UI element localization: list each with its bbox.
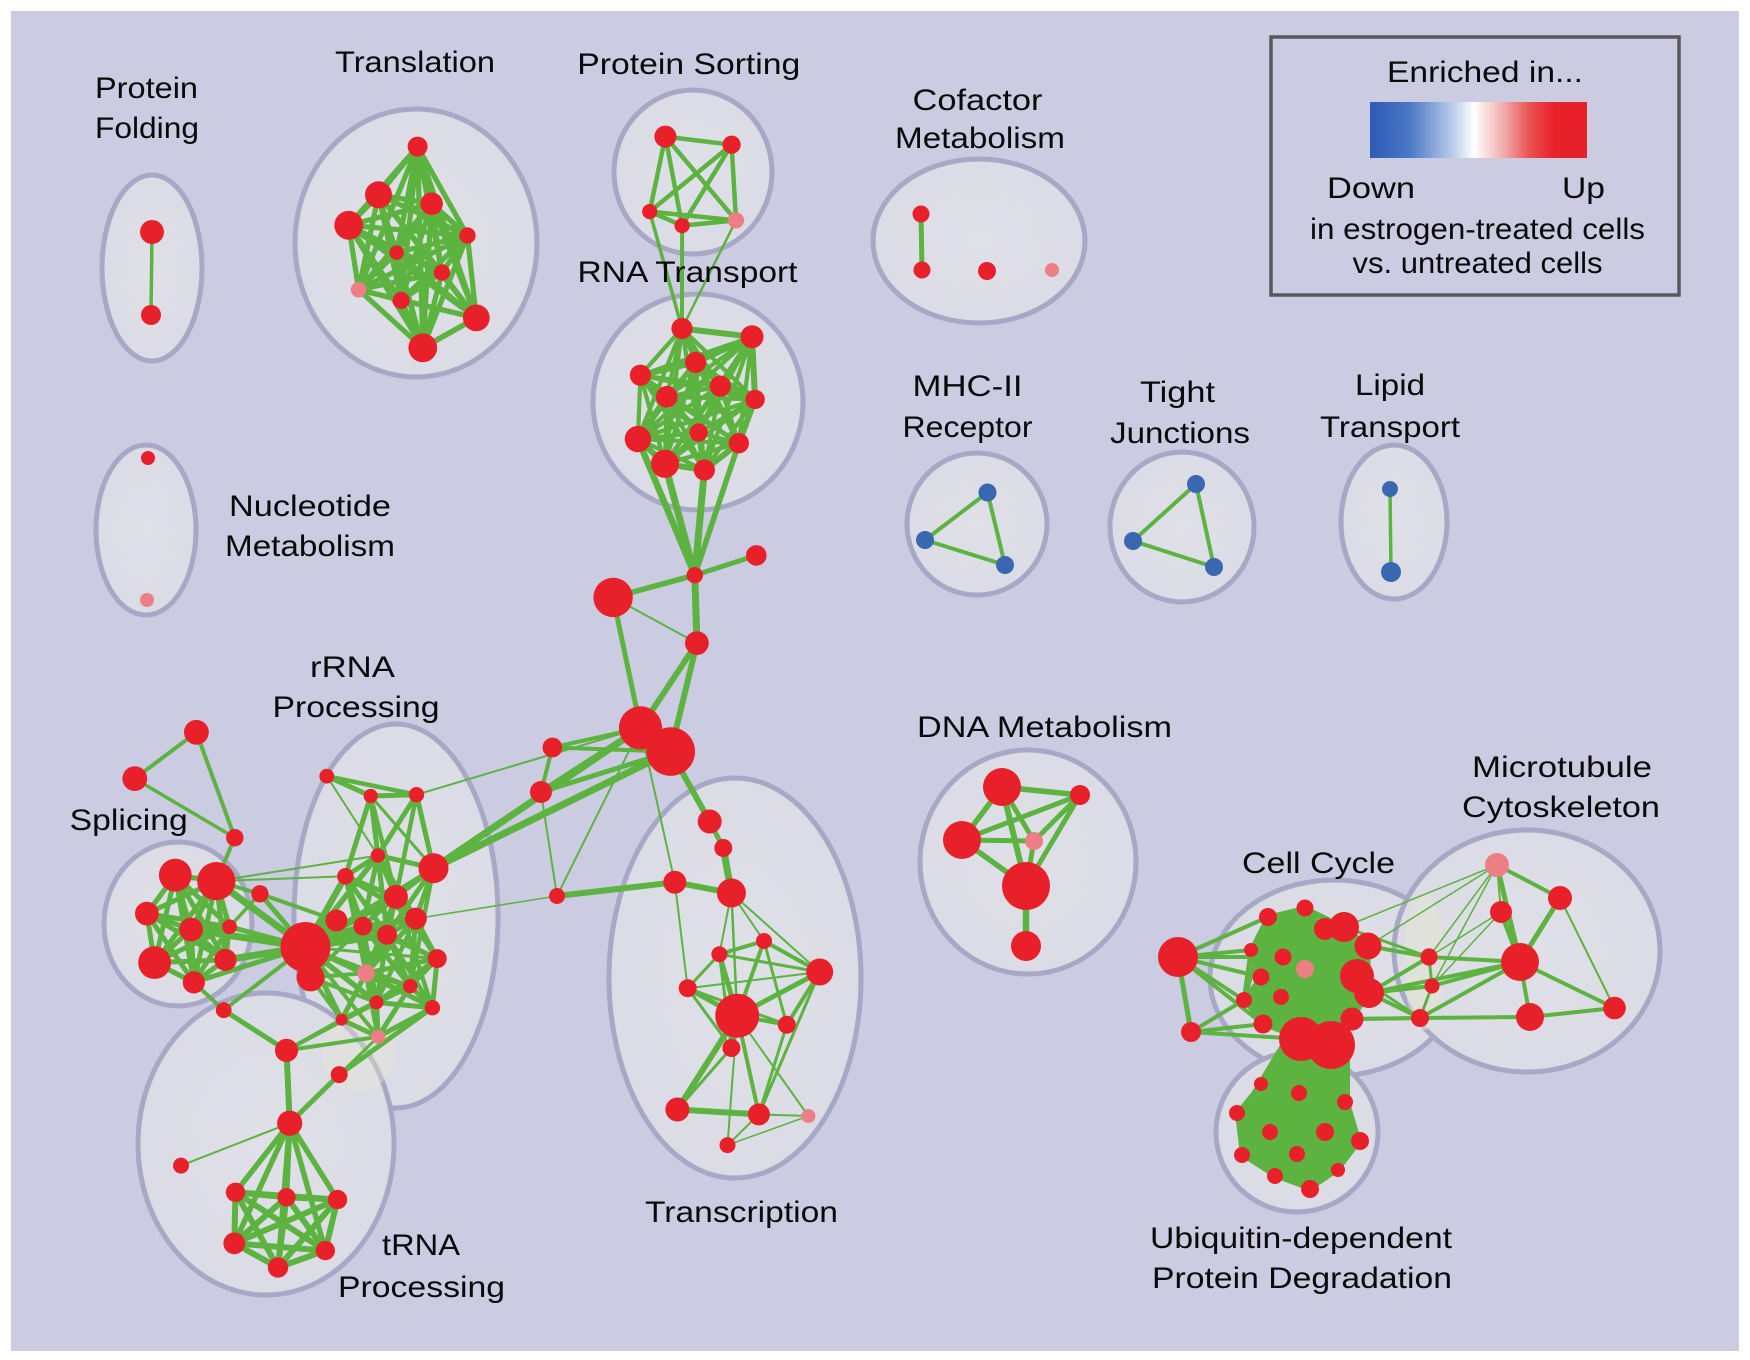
- svg-text:Translation: Translation: [335, 46, 495, 79]
- svg-text:Protein Sorting: Protein Sorting: [577, 48, 800, 81]
- svg-text:Protein: Protein: [95, 72, 198, 105]
- svg-text:Up: Up: [1562, 172, 1605, 205]
- svg-text:Folding: Folding: [95, 112, 199, 145]
- svg-text:RNA Transport: RNA Transport: [578, 256, 799, 289]
- svg-text:rRNA: rRNA: [310, 651, 395, 684]
- svg-text:Protein Degradation: Protein Degradation: [1152, 1262, 1452, 1295]
- svg-text:Splicing: Splicing: [70, 804, 188, 837]
- svg-text:in estrogen-treated cells: in estrogen-treated cells: [1310, 213, 1645, 246]
- svg-text:Cell Cycle: Cell Cycle: [1242, 847, 1395, 880]
- svg-text:Junctions: Junctions: [1110, 417, 1250, 450]
- svg-text:Tight: Tight: [1140, 376, 1216, 409]
- svg-text:Metabolism: Metabolism: [895, 122, 1065, 155]
- svg-text:MHC-II: MHC-II: [913, 370, 1023, 403]
- svg-text:Ubiquitin-dependent: Ubiquitin-dependent: [1150, 1222, 1453, 1255]
- svg-text:Lipid: Lipid: [1355, 369, 1425, 402]
- svg-text:DNA Metabolism: DNA Metabolism: [917, 711, 1172, 744]
- svg-text:tRNA: tRNA: [382, 1229, 460, 1262]
- svg-text:Transport: Transport: [1320, 411, 1461, 444]
- svg-text:vs. untreated cells: vs. untreated cells: [1353, 247, 1603, 280]
- svg-text:Down: Down: [1327, 172, 1415, 205]
- svg-text:Transcription: Transcription: [645, 1196, 838, 1229]
- svg-text:Enriched in...: Enriched in...: [1387, 56, 1583, 89]
- svg-text:Cytoskeleton: Cytoskeleton: [1462, 791, 1660, 824]
- svg-text:Receptor: Receptor: [903, 411, 1033, 444]
- svg-text:Metabolism: Metabolism: [225, 530, 395, 563]
- svg-text:Processing: Processing: [338, 1271, 505, 1304]
- svg-text:Cofactor: Cofactor: [913, 84, 1043, 117]
- svg-text:Microtubule: Microtubule: [1472, 751, 1652, 784]
- svg-text:Processing: Processing: [273, 691, 440, 724]
- svg-text:Nucleotide: Nucleotide: [229, 490, 391, 523]
